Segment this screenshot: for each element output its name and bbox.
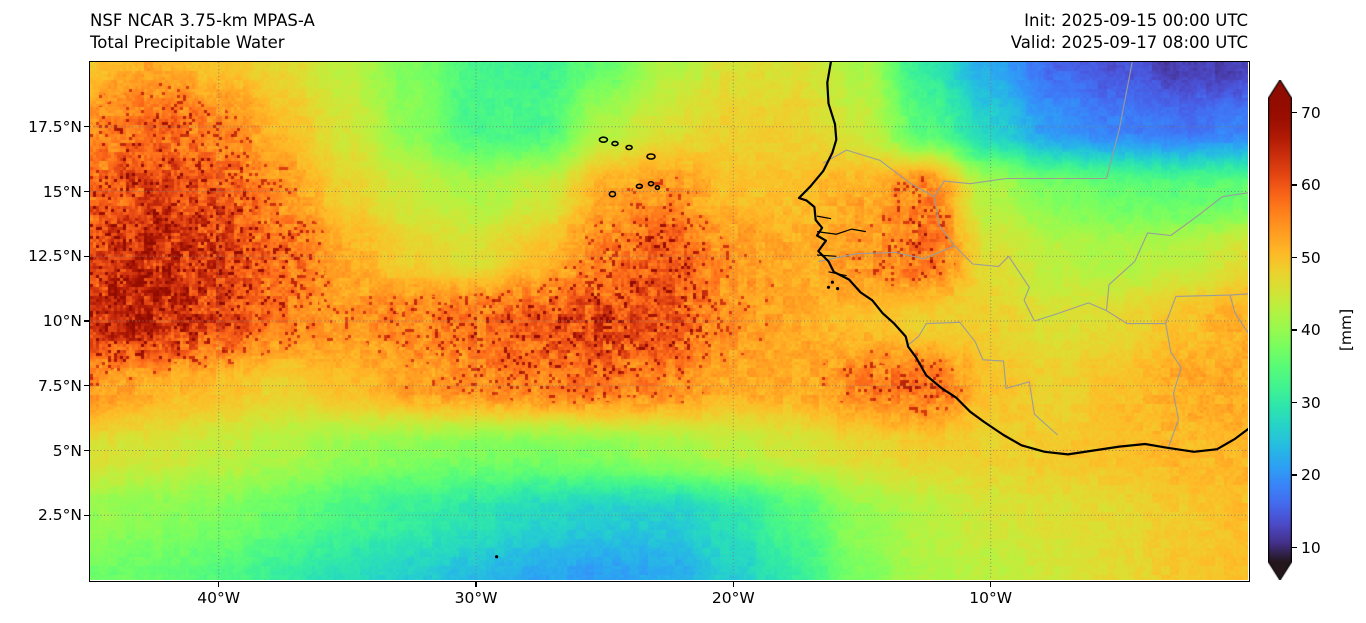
colorbar-tick-label: 30 — [1301, 393, 1321, 412]
colorbar-tick-label: 10 — [1301, 538, 1321, 557]
x-tick-mark — [475, 582, 477, 587]
colorbar-tick-label: 50 — [1301, 248, 1321, 267]
x-tick-label: 40°W — [197, 589, 241, 607]
colorbar-tick-label: 20 — [1301, 466, 1321, 484]
y-tick-label: 7.5°N — [38, 376, 82, 395]
init-time: Init: 2025-09-15 00:00 UTC — [1024, 11, 1248, 30]
map-plot — [88, 60, 1250, 582]
time-block: Init: 2025-09-15 00:00 UTC Valid: 2025-0… — [0, 10, 1248, 54]
colorbar-tick-mark — [1292, 184, 1297, 186]
colorbar-tick-mark — [1292, 401, 1297, 404]
x-tick-label: 30°W — [454, 589, 498, 607]
field-title: Total Precipitable Water — [90, 33, 285, 52]
x-tick-mark — [990, 582, 992, 587]
model-title: NSF NCAR 3.75-km MPAS-A — [90, 11, 315, 30]
colorbar-tick-mark — [1292, 474, 1297, 476]
colorbar-tick-mark — [1292, 546, 1297, 549]
colorbar-tick-mark — [1292, 329, 1297, 331]
y-tick-mark — [84, 385, 89, 387]
valid-time: Valid: 2025-09-17 08:00 UTC — [1010, 33, 1248, 52]
x-tick-mark — [218, 582, 220, 587]
y-tick-mark — [84, 255, 89, 257]
y-tick-label: 10°N — [42, 312, 82, 330]
colorbar-tick-mark — [1292, 111, 1297, 114]
y-tick-mark — [84, 190, 89, 193]
colorbar-tick-label: 40 — [1301, 321, 1321, 339]
y-tick-mark — [84, 514, 89, 516]
x-tick-label: 20°W — [711, 589, 755, 607]
y-tick-label: 15°N — [42, 182, 82, 201]
y-tick-mark — [84, 126, 89, 128]
coastline-borders-overlay — [89, 61, 1248, 580]
y-tick-label: 17.5°N — [28, 117, 82, 136]
colorbar-tick-mark — [1292, 256, 1297, 259]
colorbar-tick-label: 60 — [1301, 176, 1321, 194]
y-tick-label: 2.5°N — [38, 506, 82, 525]
y-tick-mark — [84, 320, 89, 322]
x-tick-label: 10°W — [969, 589, 1013, 607]
y-tick-label: 12.5°N — [28, 247, 82, 266]
colorbar — [1268, 80, 1292, 580]
y-tick-mark — [84, 449, 89, 452]
colorbar-tick-label: 70 — [1301, 103, 1321, 122]
y-tick-label: 5°N — [52, 441, 82, 460]
title-block: NSF NCAR 3.75-km MPAS-A Total Precipitab… — [90, 10, 315, 54]
x-tick-mark — [732, 582, 734, 587]
colorbar-unit-label: [mm] — [1337, 308, 1355, 352]
